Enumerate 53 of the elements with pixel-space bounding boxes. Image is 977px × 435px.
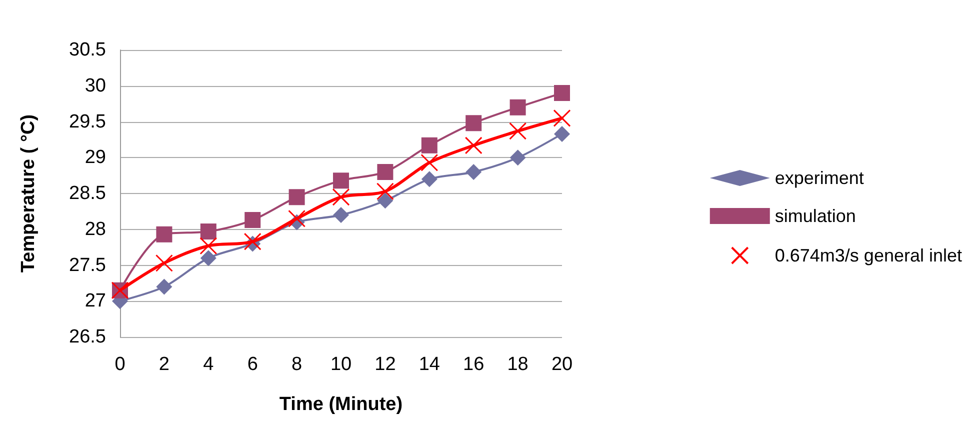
y-tick-label: 29	[84, 147, 106, 168]
x-tick-label: 10	[330, 354, 352, 375]
point	[420, 154, 438, 172]
point	[332, 188, 350, 206]
y-tick-label: 29.5	[69, 111, 106, 132]
legend-label: 0.674m3/s general inlet	[774, 246, 962, 266]
point	[200, 250, 216, 266]
y-tick-label: 26.5	[69, 326, 106, 348]
point	[510, 99, 526, 116]
point	[333, 172, 349, 189]
x-tick-label: 12	[374, 354, 396, 375]
x-tick-label: 4	[203, 354, 214, 375]
point	[509, 122, 527, 140]
y-axis-title: Temperature ( °C)	[18, 114, 39, 273]
point	[200, 224, 216, 240]
x-tick-label: 18	[507, 354, 528, 375]
point	[554, 126, 570, 142]
point	[466, 115, 482, 132]
x-tick-label: 0	[114, 354, 126, 375]
point	[554, 85, 570, 102]
legend-label: experiment	[774, 168, 864, 188]
point	[553, 109, 571, 127]
point	[376, 182, 394, 200]
point	[377, 164, 394, 180]
point	[244, 212, 261, 228]
point	[156, 278, 172, 295]
point	[421, 171, 438, 188]
point	[288, 210, 306, 228]
x-tick-label: 2	[158, 354, 170, 375]
x-tick-label: 20	[551, 354, 573, 375]
x-tick-label: 16	[463, 354, 484, 375]
point	[510, 150, 526, 166]
point	[200, 237, 218, 255]
x-tick-label: 8	[292, 354, 302, 375]
point	[464, 136, 482, 154]
point	[333, 207, 349, 224]
legend-label: simulation	[774, 206, 856, 226]
y-tick-label: 28.5	[69, 183, 106, 204]
point	[421, 137, 438, 154]
point	[244, 232, 262, 250]
y-tick-label: 27	[84, 290, 106, 312]
point	[155, 254, 173, 272]
point	[377, 192, 394, 209]
x-axis-title: Time (Minute)	[279, 394, 403, 415]
point	[288, 189, 305, 206]
y-tick-label: 30	[84, 75, 106, 96]
point	[156, 226, 172, 242]
point	[466, 164, 482, 180]
y-tick-label: 27.5	[69, 254, 106, 276]
x-tick-label: 14	[418, 354, 440, 375]
y-tick-label: 28	[84, 218, 106, 240]
x-tick-label: 6	[247, 354, 258, 375]
y-tick-label: 30.5	[69, 40, 106, 60]
